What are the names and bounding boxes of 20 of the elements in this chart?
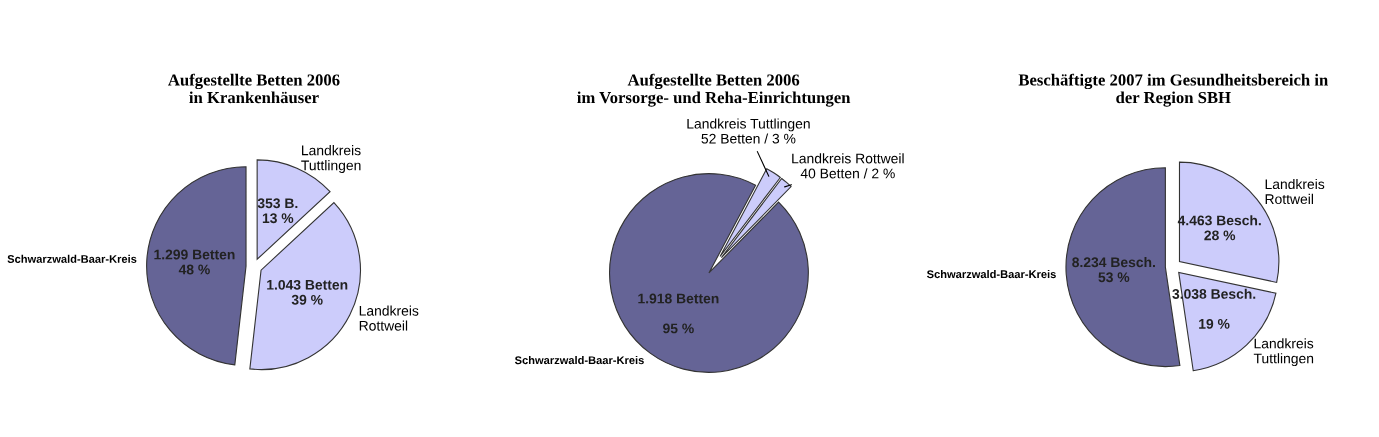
slice-label: Landkreis Rottweil [1265,178,1325,205]
text: 3.038 Besch. 19 % [1172,288,1256,329]
slice-label: Landkreis Tuttlingen [687,118,810,132]
data-label: 8.234 Besch. 53 % [1072,256,1155,283]
data-label: 1.299 Betten 48 % [154,249,235,275]
slice-label: Landkreis Tuttlingen [301,145,361,174]
slice-label: Landkreis Tuttlingen [1253,338,1314,367]
data-label: 353 B. 13 % [257,198,298,224]
data-label: 52 Betten / 3 % [701,133,796,144]
chart-title: Aufgestellte Betten 2006 in Krankenhäuser [168,73,340,104]
chart-title: Aufgestellte Betten 2006 im Vorsorge- und Reha-Einrichtungen [577,73,851,107]
slice-label: Schwarzwald-Baar-Kreis [926,269,1056,279]
data-label: 1.043 Betten 39 % [267,279,348,305]
slice-label: Schwarzwald-Baar-Kreis [7,254,137,263]
chart-title: Beschäftigte 2007 im Gesundheitsbereich in der Region SBH [1018,73,1328,107]
text: 1.918 Betten 95 % [638,293,719,334]
slice-label: Schwarzwald-Baar-Kreis [514,356,644,365]
data-label: 40 Betten / 2 % [800,168,895,179]
slice-label: Landkreis Rottweil [359,305,419,331]
slice-label: Landkreis Rottweil [792,153,904,164]
